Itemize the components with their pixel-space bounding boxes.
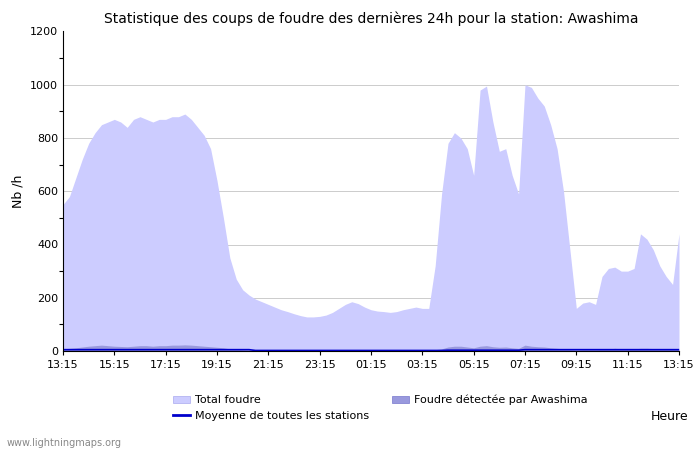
Y-axis label: Nb /h: Nb /h [11,175,25,208]
Legend: Total foudre, Moyenne de toutes les stations, Foudre détectée par Awashima: Total foudre, Moyenne de toutes les stat… [174,395,588,421]
Title: Statistique des coups de foudre des dernières 24h pour la station: Awashima: Statistique des coups de foudre des dern… [104,12,638,26]
Text: Heure: Heure [651,410,689,423]
Text: www.lightningmaps.org: www.lightningmaps.org [7,437,122,447]
